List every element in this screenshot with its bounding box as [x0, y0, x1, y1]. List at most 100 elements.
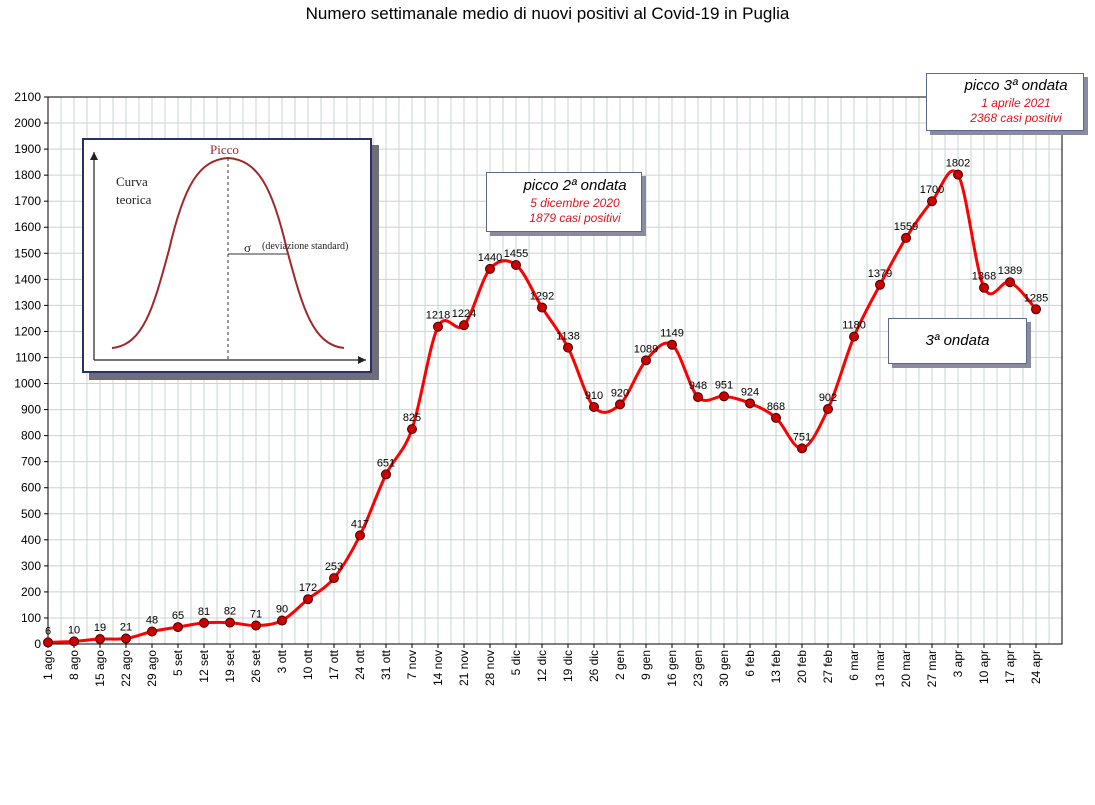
inset-curve-label-2: teorica	[116, 192, 152, 207]
y-tick-label: 1400	[14, 272, 41, 286]
data-label: 1180	[842, 320, 866, 332]
x-tick-label: 20 mar	[899, 650, 913, 687]
data-point	[225, 617, 235, 628]
x-tick-label: 27 feb	[821, 650, 835, 684]
x-tick-label: 30 gen	[717, 650, 731, 687]
data-label: 1218	[426, 310, 450, 322]
data-label: 1440	[478, 252, 502, 264]
y-tick-label: 1100	[15, 350, 41, 364]
data-label: 751	[793, 431, 811, 443]
x-tick-label: 13 feb	[769, 650, 783, 684]
x-tick-label: 24 ott	[353, 649, 367, 680]
data-point	[667, 339, 677, 350]
data-label: 10	[68, 624, 80, 636]
y-tick-label: 900	[21, 403, 41, 417]
x-tick-label: 19 dic	[561, 650, 575, 682]
x-tick-label: 28 nov	[483, 650, 497, 686]
data-label: 65	[172, 610, 184, 622]
data-point	[355, 530, 365, 541]
data-point	[797, 443, 807, 454]
x-tick-label: 6 feb	[743, 650, 757, 677]
data-point	[745, 398, 755, 409]
peak3-cases: 2368 casi positivi	[970, 111, 1062, 125]
x-tick-label: 3 apr	[951, 650, 965, 677]
y-tick-label: 100	[21, 611, 41, 625]
data-label: 82	[224, 606, 236, 618]
data-label: 924	[741, 386, 759, 398]
y-tick-label: 1800	[14, 168, 41, 182]
x-tick-label: 26 set	[249, 649, 263, 682]
data-label: 71	[250, 609, 262, 621]
data-point	[329, 573, 339, 584]
data-point	[537, 302, 547, 313]
chart-title: Numero settimanale medio di nuovi positi…	[305, 4, 790, 23]
y-tick-label: 0	[34, 637, 41, 651]
plot-frame	[47, 96, 1063, 645]
y-tick-label: 1700	[14, 194, 41, 208]
data-point	[849, 331, 859, 342]
data-label: 951	[715, 379, 733, 391]
data-point	[459, 320, 469, 331]
x-tick-label: 17 ott	[327, 649, 341, 680]
data-label: 19	[94, 622, 106, 634]
inset-theoretical-curve: Picco Curva teorica σ (deviazione standa…	[82, 138, 372, 373]
data-label: 1089	[634, 343, 658, 355]
data-label: 1368	[972, 271, 996, 283]
data-label: 6	[45, 625, 51, 637]
x-tick-label: 10 apr	[977, 650, 991, 684]
data-point	[1005, 277, 1015, 288]
y-tick-label: 200	[21, 585, 41, 599]
x-tick-label: 29 ago	[145, 650, 159, 687]
data-point	[277, 615, 287, 626]
y-tick-label: 1900	[14, 142, 41, 156]
peak2-date: 5 dicembre 2020	[530, 196, 620, 210]
data-point	[69, 636, 79, 647]
data-point	[251, 620, 261, 631]
data-label: 1285	[1024, 292, 1048, 304]
y-tick-label: 800	[21, 429, 41, 443]
data-label: 920	[611, 387, 629, 399]
data-label: 1700	[920, 184, 944, 196]
data-point	[719, 391, 729, 402]
data-point	[1031, 304, 1041, 315]
x-tick-label: 31 ott	[379, 649, 393, 680]
data-label: 1389	[998, 265, 1022, 277]
y-tick-label: 300	[21, 559, 41, 573]
peak2-callout: picco 2ª ondata 5 dicembre 2020 1879 cas…	[486, 172, 642, 232]
data-point	[823, 404, 833, 415]
data-point	[641, 355, 651, 366]
data-point	[173, 622, 183, 633]
inset-peak-label: Picco	[210, 142, 239, 157]
data-label: 1379	[868, 268, 892, 280]
y-tick-label: 1500	[14, 246, 41, 260]
data-point	[407, 424, 417, 435]
data-label: 48	[146, 614, 158, 626]
y-tick-label: 1200	[14, 324, 41, 338]
data-point	[875, 279, 885, 290]
x-tick-label: 12 dic	[535, 650, 549, 682]
data-point	[589, 401, 599, 412]
x-tick-label: 17 apr	[1003, 650, 1017, 684]
x-tick-label: 16 gen	[665, 650, 679, 687]
y-tick-label: 1300	[14, 298, 41, 312]
x-tick-label: 21 nov	[457, 650, 471, 686]
x-tick-label: 23 gen	[691, 650, 705, 687]
data-point	[511, 260, 521, 271]
x-tick-label: 5 dic	[509, 650, 523, 675]
data-label: 1455	[504, 248, 528, 260]
data-point	[147, 626, 157, 637]
x-tick-label: 13 mar	[873, 650, 887, 687]
inset-sigma-label: (deviazione standard)	[262, 241, 349, 252]
x-tick-label: 7 nov	[405, 650, 419, 679]
data-label: 253	[325, 561, 343, 573]
data-point	[693, 392, 703, 403]
data-point	[95, 634, 105, 645]
data-label: 90	[276, 604, 288, 616]
x-tick-label: 14 nov	[431, 650, 445, 686]
data-point	[615, 399, 625, 410]
x-tick-label: 15 ago	[93, 650, 107, 687]
data-point	[485, 263, 495, 274]
inset-plot	[90, 152, 366, 364]
data-label: 81	[198, 606, 210, 618]
y-tick-label: 400	[21, 533, 41, 547]
